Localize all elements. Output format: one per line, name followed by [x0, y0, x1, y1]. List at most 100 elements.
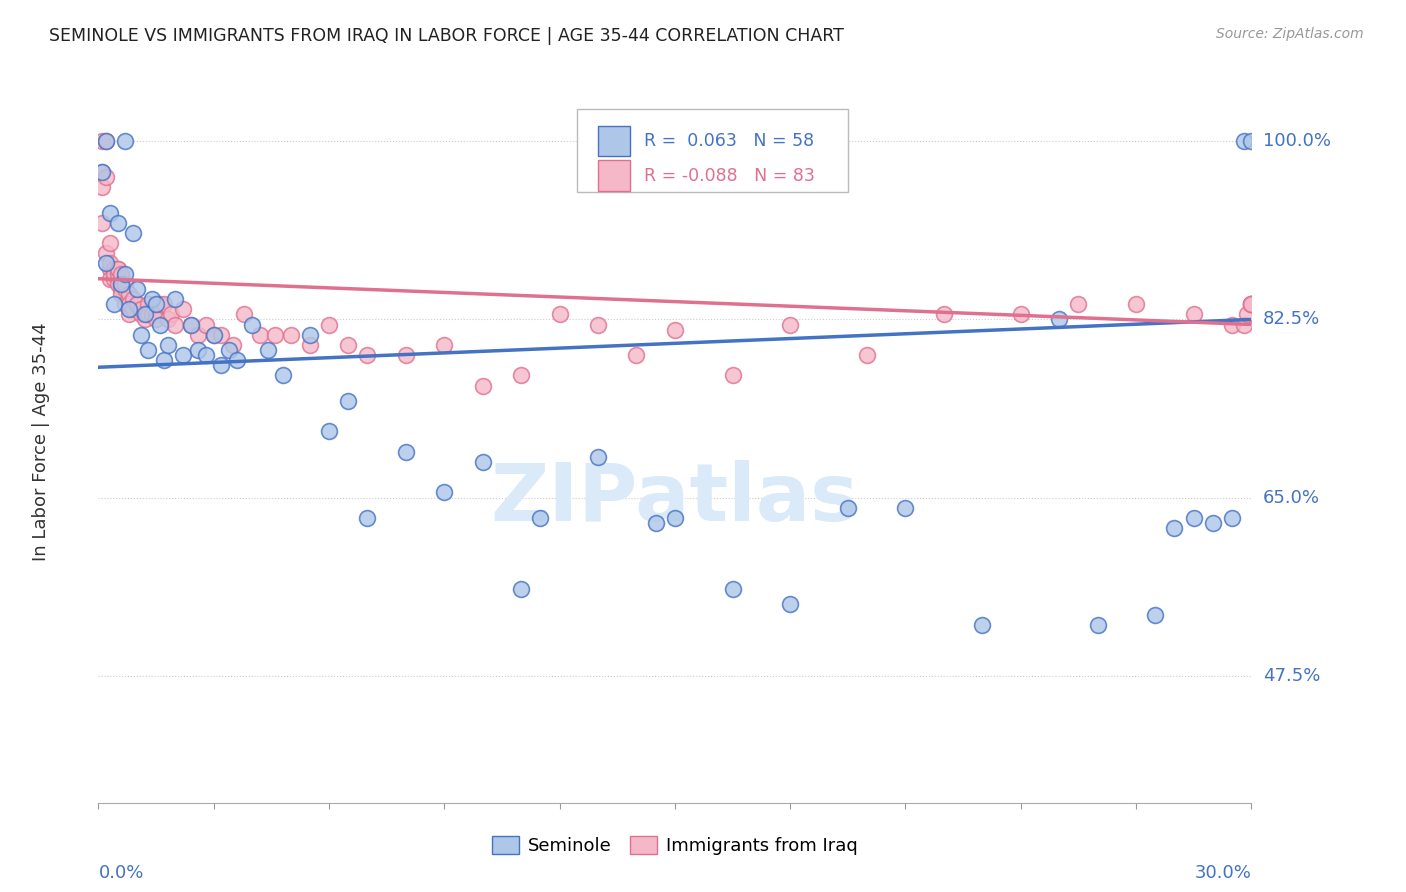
Point [152, 353, 174, 368]
Point [114, 277, 136, 291]
Point [1125, 297, 1147, 311]
Point [129, 307, 152, 321]
Text: 0.0%: 0.0% [98, 863, 143, 882]
Point [156, 312, 179, 326]
Point [1240, 134, 1263, 148]
Point [1240, 297, 1263, 311]
Point [264, 327, 287, 342]
Point [222, 338, 245, 352]
Point [202, 327, 225, 342]
Point [510, 582, 533, 596]
Point [149, 297, 172, 311]
Point [94, 169, 117, 184]
Point [91, 180, 114, 194]
Point [433, 485, 456, 500]
Point [1236, 307, 1258, 321]
Point [1220, 511, 1243, 525]
Point [1220, 318, 1243, 332]
Point [91, 165, 114, 179]
Point [152, 297, 174, 311]
Point [395, 348, 418, 362]
Point [202, 327, 225, 342]
Point [721, 368, 744, 383]
Point [209, 358, 232, 372]
Point [118, 287, 141, 301]
Point [240, 318, 263, 332]
Point [187, 343, 209, 357]
Legend: Seminole, Immigrants from Iraq: Seminole, Immigrants from Iraq [485, 829, 865, 863]
Text: 47.5%: 47.5% [1263, 666, 1320, 684]
Point [586, 450, 609, 464]
Point [138, 297, 160, 311]
Point [122, 302, 145, 317]
Point [107, 216, 129, 230]
Point [856, 348, 879, 362]
Point [98, 256, 121, 270]
Point [318, 318, 340, 332]
Point [1087, 617, 1109, 632]
Point [779, 318, 801, 332]
Point [138, 307, 160, 321]
Text: In Labor Force | Age 35-44: In Labor Force | Age 35-44 [32, 322, 49, 561]
Point [1233, 318, 1256, 332]
Point [107, 261, 129, 276]
Point [94, 134, 117, 148]
Point [1182, 511, 1205, 525]
Point [894, 500, 917, 515]
Point [98, 271, 121, 285]
Point [280, 327, 302, 342]
Point [114, 267, 136, 281]
Point [118, 307, 141, 321]
Point [510, 368, 533, 383]
Point [529, 511, 551, 525]
Point [141, 307, 163, 321]
Point [94, 256, 117, 270]
Point [837, 500, 859, 515]
Point [225, 353, 247, 368]
Point [1240, 297, 1263, 311]
Point [110, 282, 132, 296]
Point [114, 282, 136, 296]
Point [145, 297, 167, 311]
Point [149, 318, 172, 332]
Point [356, 348, 378, 362]
Point [433, 338, 456, 352]
Point [172, 302, 194, 317]
Point [103, 297, 125, 311]
Point [122, 292, 145, 306]
Point [471, 455, 494, 469]
Point [1182, 307, 1205, 321]
Text: 100.0%: 100.0% [1263, 132, 1331, 151]
Point [1240, 297, 1263, 311]
Point [249, 327, 271, 342]
Point [932, 307, 955, 321]
Point [209, 327, 232, 342]
Point [129, 327, 152, 342]
Text: R =  0.063   N = 58: R = 0.063 N = 58 [644, 132, 814, 150]
Point [156, 338, 179, 352]
Point [1163, 521, 1185, 535]
Point [337, 393, 360, 408]
Point [1067, 297, 1090, 311]
Point [972, 617, 994, 632]
Point [548, 307, 571, 321]
Point [195, 318, 218, 332]
Point [180, 318, 202, 332]
Point [218, 343, 240, 357]
Point [233, 307, 256, 321]
Point [145, 307, 167, 321]
Point [125, 297, 148, 311]
Point [134, 312, 156, 326]
Point [129, 302, 152, 317]
Point [1144, 607, 1167, 622]
Point [98, 236, 121, 251]
Point [134, 307, 156, 321]
Point [91, 216, 114, 230]
Point [187, 327, 209, 342]
Point [271, 368, 294, 383]
Point [586, 318, 609, 332]
Point [125, 297, 148, 311]
Point [145, 312, 167, 326]
Point [318, 425, 340, 439]
Point [110, 267, 132, 281]
